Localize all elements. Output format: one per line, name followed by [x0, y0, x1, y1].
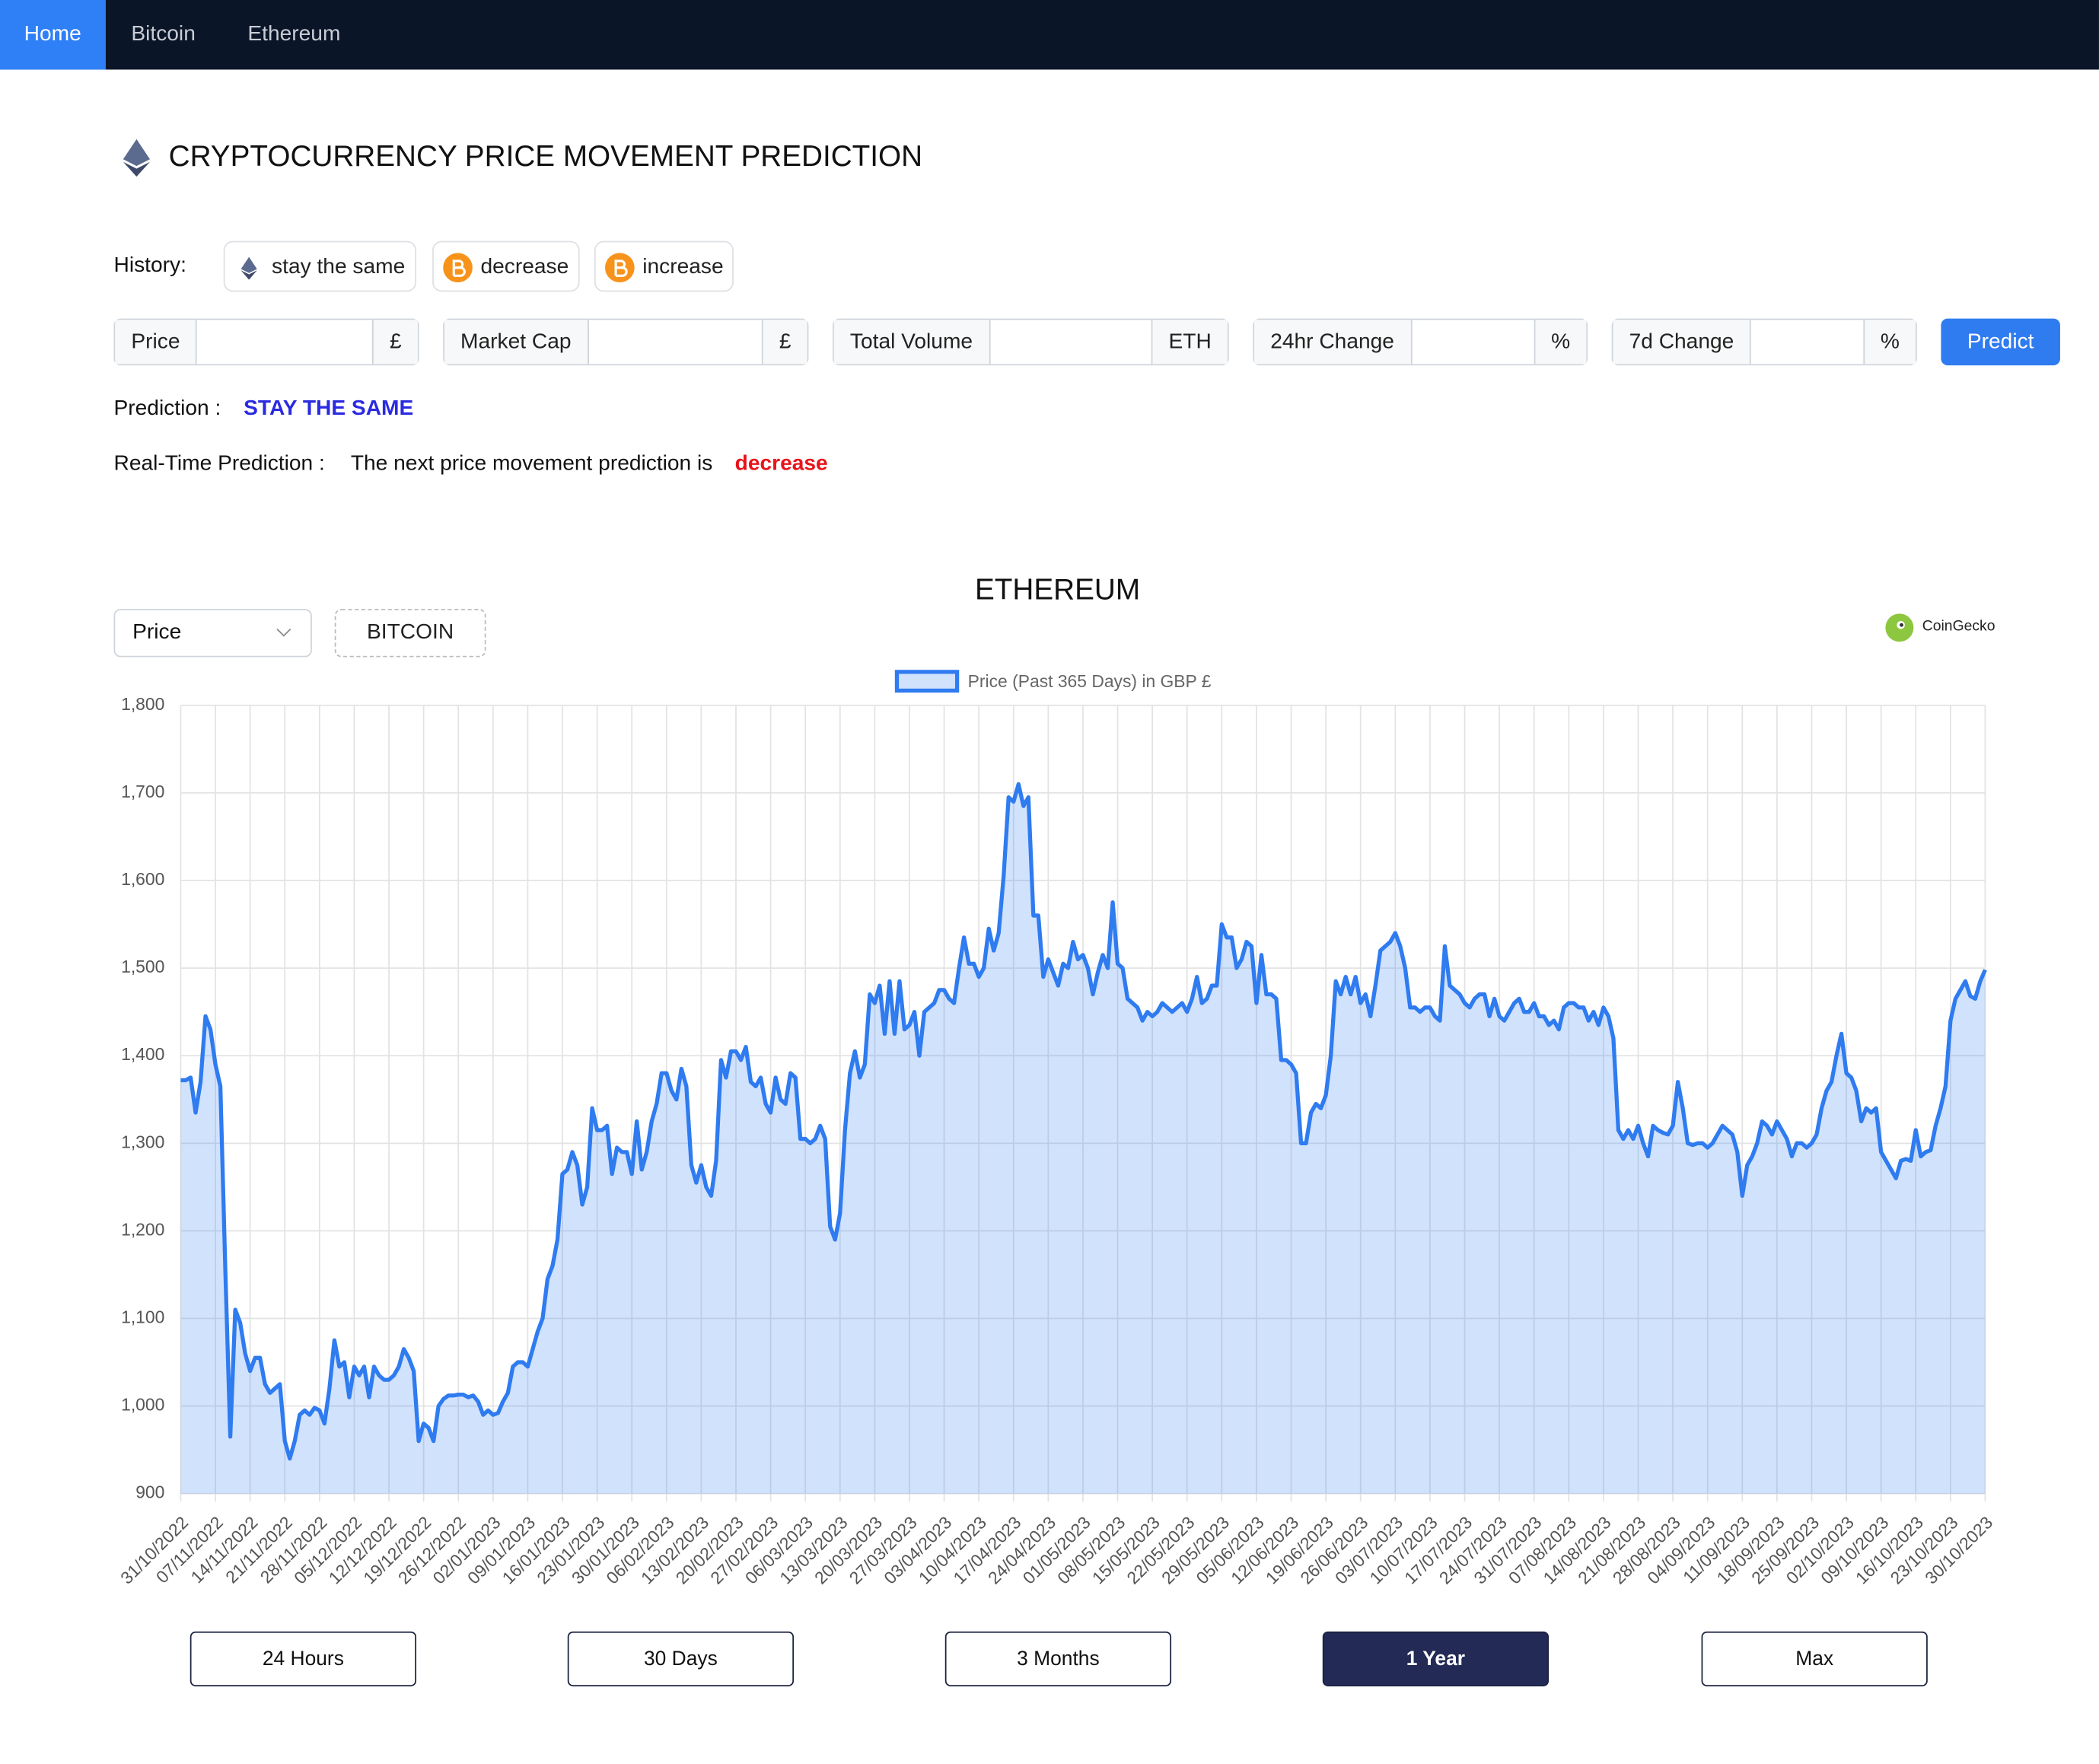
text-input[interactable] [588, 320, 762, 364]
range-button[interactable]: 24 Hours [190, 1631, 417, 1686]
text-input[interactable] [1412, 320, 1534, 364]
input-label: Price [115, 320, 198, 365]
predict-button[interactable]: Predict [1941, 318, 2060, 366]
prediction-value: STAY THE SAME [244, 397, 414, 421]
btc-icon [605, 253, 635, 283]
brand-text: CoinGecko [1922, 618, 1995, 635]
nav-bitcoin[interactable]: Bitcoin [131, 22, 196, 46]
legend-swatch [894, 670, 960, 693]
nav-home[interactable]: Home [0, 0, 106, 70]
range-button[interactable]: 1 Year [1322, 1631, 1550, 1686]
realtime-label: Real-Time Prediction : [113, 452, 325, 476]
chip-text: decrease [480, 255, 569, 279]
input-label: Total Volume [833, 320, 990, 365]
y-tick-label: 1,300 [121, 1132, 164, 1151]
text-input[interactable] [990, 320, 1151, 364]
chart-title: ETHEREUM [975, 574, 1140, 607]
chip-text: increase [642, 255, 724, 279]
page-title: CRYPTOCURRENCY PRICE MOVEMENT PREDICTION [168, 139, 923, 173]
area-fill [180, 784, 1986, 1494]
chevron [276, 628, 291, 637]
chart: ETHEREUM 900 1,000 1,100 1,200 1,300 1,400 1,5… [116, 574, 1996, 1588]
y-tick-label: 1,400 [121, 1044, 164, 1064]
input-unit: ETH [1151, 320, 1228, 365]
input-group: Market Cap £ [443, 318, 809, 366]
text-input[interactable] [197, 320, 372, 364]
legend-label: Price (Past 365 Days) in GBP £ [968, 671, 1212, 691]
input-group: 24hr Change% [1253, 318, 1588, 366]
y-tick-label: 1,100 [121, 1307, 164, 1327]
nav-ethereum[interactable]: Ethereum [247, 22, 341, 46]
eth-icon [240, 256, 257, 280]
y-tick-label: 1,500 [121, 957, 164, 976]
y-tick-label: 1,800 [121, 694, 164, 714]
input-unit: % [1534, 320, 1587, 365]
input-group: 7d Change% [1611, 318, 1917, 366]
coingecko-logo [1885, 613, 1914, 642]
select-text: Price [132, 621, 182, 644]
input-unit: £ [372, 320, 418, 365]
range-button[interactable]: 30 Days [567, 1631, 795, 1686]
y-tick-label: 900 [135, 1482, 164, 1502]
chip-text: stay the same [272, 255, 406, 279]
y-tick-label: 1,700 [121, 782, 164, 801]
y-tick-label: 1,000 [121, 1395, 164, 1415]
input-label: 24hr Change [1254, 320, 1412, 365]
history-chip[interactable]: decrease [432, 240, 580, 292]
history-chip[interactable]: stay the same [223, 240, 417, 292]
eth-icon [123, 139, 150, 177]
y-tick-label: 1,200 [121, 1219, 164, 1239]
range-button[interactable]: Max [1701, 1631, 1928, 1686]
range-button[interactable]: 3 Months [944, 1631, 1172, 1686]
y-tick-label: 1,600 [121, 869, 164, 889]
price-line [180, 782, 1987, 1461]
text-input[interactable] [1751, 320, 1863, 364]
prediction-label: Prediction : [113, 397, 221, 421]
history-chip[interactable]: increase [594, 240, 734, 292]
realtime-text: The next price movement prediction is [350, 452, 713, 476]
input-group: Price £ [113, 318, 419, 366]
btc-icon [443, 253, 473, 283]
coin-toggle[interactable]: BITCOIN [334, 609, 486, 658]
input-group: Total Volume ETH [833, 318, 1229, 366]
input-label: Market Cap [444, 320, 589, 365]
realtime-value: decrease [734, 452, 828, 476]
input-unit: £ [761, 320, 807, 365]
series-select[interactable]: Price [113, 609, 312, 658]
input-unit: % [1862, 320, 1916, 365]
navbar: Home Bitcoin Ethereum [0, 0, 2099, 70]
input-label: 7d Change [1613, 320, 1752, 365]
history-label: History: [113, 254, 186, 278]
